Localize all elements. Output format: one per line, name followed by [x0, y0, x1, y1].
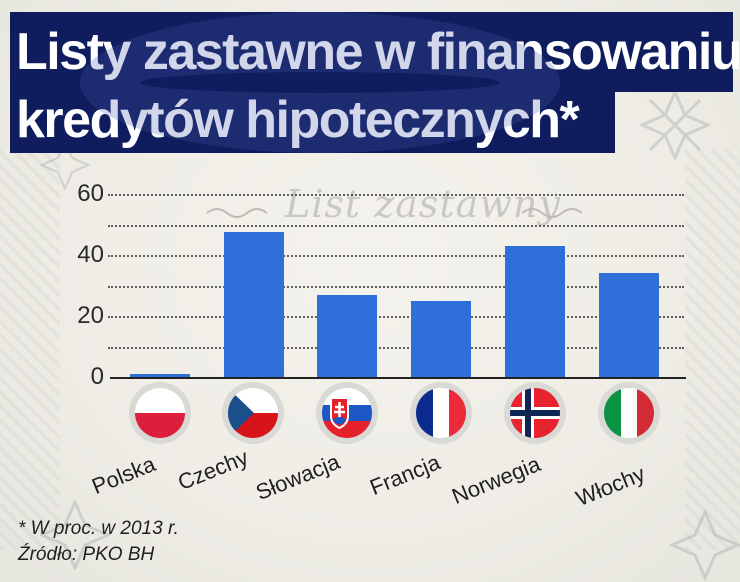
x-label-czechy: Czechy	[174, 444, 252, 496]
wave-ornament-icon	[206, 208, 268, 218]
guilloche-border-right	[685, 150, 740, 550]
flag-polska	[129, 382, 191, 444]
bar-norwegia	[505, 246, 565, 378]
y-tick-label: 60	[77, 180, 104, 207]
bar-czechy	[224, 232, 284, 378]
gridline-20	[108, 316, 684, 318]
guilloche-border-left	[0, 150, 60, 550]
france-flag-icon	[416, 388, 466, 438]
title-line-1: Listy zastawne w finansowaniu	[10, 12, 740, 92]
bar-francja	[411, 301, 471, 378]
y-tick-label: 20	[77, 302, 104, 329]
gridline-30	[108, 286, 684, 288]
slovakia-flag-icon	[322, 388, 372, 438]
y-tick-label: 40	[77, 241, 104, 268]
bar-polska	[130, 374, 190, 378]
ornament-icon	[670, 510, 740, 580]
italy-flag-icon	[604, 388, 654, 438]
wave-ornament-icon	[521, 208, 583, 218]
gridline-60	[108, 194, 684, 196]
chart-title: Listy zastawne w finansowaniu kredytów h…	[10, 12, 740, 153]
ornament-icon	[40, 140, 90, 190]
gridline-50	[108, 225, 684, 227]
flag-czechy	[222, 382, 284, 444]
ornament-icon	[640, 90, 710, 160]
flag-francja	[410, 382, 472, 444]
flag-wlochy	[598, 382, 660, 444]
czech-flag-icon	[228, 388, 278, 438]
gridline-10	[108, 347, 684, 349]
x-label-norwegia: Norwegia	[448, 451, 544, 510]
x-label-francja: Francja	[366, 449, 444, 501]
bar-słowacja	[317, 295, 377, 378]
y-tick-label: 0	[90, 363, 104, 390]
footnote-source: Źródło: PKO BH	[18, 544, 155, 565]
watermark-text: List zastawny	[285, 182, 561, 226]
norway-flag-icon	[510, 388, 560, 438]
x-label-wlochy: Włochy	[572, 460, 649, 512]
flag-norwegia	[504, 382, 566, 444]
flag-slowacja	[316, 382, 378, 444]
footnote-unit: * W proc. w 2013 r.	[18, 518, 179, 539]
ornament-icon	[40, 500, 110, 570]
x-label-polska: Polska	[88, 451, 159, 500]
title-line-2: kredytów hipotecznych*	[10, 92, 615, 153]
x-axis-baseline	[110, 377, 686, 379]
gridline-40	[108, 255, 684, 257]
bar-włochy	[599, 273, 659, 378]
x-label-slowacja: Słowacja	[252, 448, 344, 506]
poland-flag-icon	[135, 388, 185, 438]
